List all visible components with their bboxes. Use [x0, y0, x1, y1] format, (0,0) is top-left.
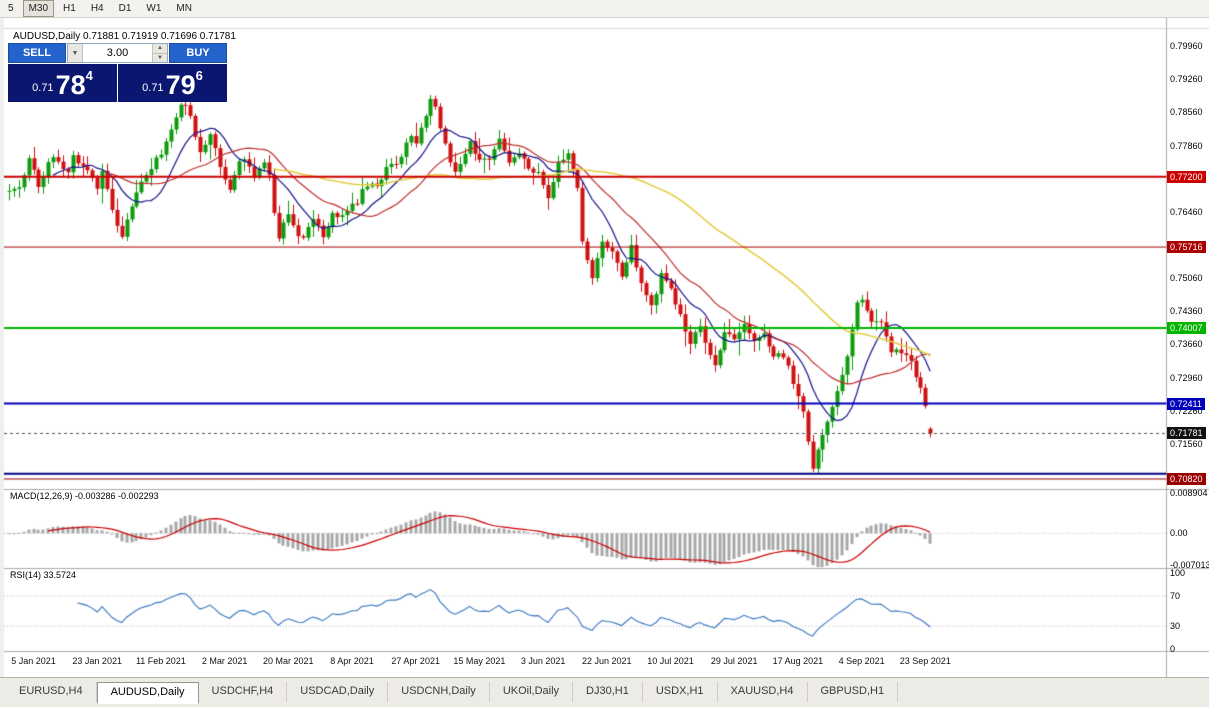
- price-axis-tick: 0.73660: [1170, 339, 1203, 350]
- sell-price-base: 0.71: [32, 82, 54, 94]
- timeframe-toolbar: 5 M30 H1 H4 D1 W1 MN: [0, 0, 1209, 18]
- tab-dj30-h1[interactable]: DJ30,H1: [573, 682, 643, 702]
- date-label: 4 Sep 2021: [838, 656, 885, 666]
- price-axis-tick: 0.71560: [1170, 438, 1203, 449]
- volume-up-button[interactable]: ▲: [153, 44, 167, 54]
- macd-axis-tick: 0.008904: [1170, 488, 1208, 498]
- tab-ukoil-daily[interactable]: UKOil,Daily: [490, 682, 574, 702]
- date-label: 5 Jan 2021: [11, 656, 56, 666]
- timeframe-w1[interactable]: W1: [146, 3, 162, 14]
- price-axis-tick: 0.79260: [1170, 74, 1203, 85]
- date-label: 2 Mar 2021: [201, 656, 248, 666]
- tab-usdx-h1[interactable]: USDX,H1: [643, 682, 718, 702]
- price-axis-tick: 0.77860: [1170, 140, 1203, 151]
- current-price-label: 0.71781: [1167, 427, 1206, 440]
- price-axis-tick: 0.79960: [1170, 41, 1203, 52]
- macd-axis-tick: 0.00: [1170, 528, 1188, 539]
- price-line-label: 0.77200: [1167, 170, 1206, 183]
- sell-button[interactable]: SELL: [8, 43, 66, 63]
- price-line-label: 0.70820: [1167, 472, 1206, 485]
- sell-price-pip: 4: [85, 68, 93, 83]
- timeframe-mn[interactable]: MN: [176, 3, 192, 14]
- tab-usdchf-h4[interactable]: USDCHF,H4: [199, 682, 288, 702]
- date-label: 23 Sep 2021: [899, 656, 951, 666]
- buy-price-base: 0.71: [142, 82, 164, 94]
- rsi-axis-tick: 100: [1170, 568, 1186, 578]
- chart-tabs: EURUSD,H4 AUDUSD,Daily USDCHF,H4 USDCAD,Dai…: [0, 677, 1209, 707]
- rsi-axis-tick: 0: [1170, 644, 1176, 654]
- volume-value[interactable]: 3.00: [106, 47, 129, 59]
- buy-price[interactable]: 0.71 79 6: [118, 64, 227, 102]
- rsi-label: RSI(14) 33.5724: [10, 570, 77, 580]
- date-label: 23 Jan 2021: [72, 656, 122, 666]
- price-line-label: 0.72411: [1167, 397, 1205, 410]
- price-axis-tick: 0.78560: [1170, 107, 1203, 118]
- sell-price-big: 78: [55, 70, 86, 100]
- tab-xauusd-h4[interactable]: XAUUSD,H4: [718, 682, 808, 702]
- buy-price-big: 79: [165, 70, 196, 100]
- date-label: 22 Jun 2021: [582, 656, 632, 666]
- date-label: 11 Feb 2021: [135, 656, 186, 666]
- volume-dropdown-icon[interactable]: ▼: [68, 44, 83, 62]
- buy-button[interactable]: BUY: [169, 43, 227, 63]
- price-line-label: 0.74007: [1167, 322, 1206, 335]
- volume-control[interactable]: ▼ 3.00 ▲ ▼: [67, 43, 168, 63]
- tab-audusd-daily[interactable]: AUDUSD,Daily: [96, 682, 199, 704]
- date-label: 29 Jul 2021: [710, 656, 758, 666]
- tab-gbpusd-h1[interactable]: GBPUSD,H1: [808, 682, 899, 702]
- date-label: 3 Jun 2021: [520, 656, 566, 666]
- price-axis-tick: 0.76460: [1170, 206, 1203, 217]
- date-label: 27 Apr 2021: [391, 656, 440, 666]
- timeframe-d1[interactable]: D1: [118, 3, 132, 14]
- rsi-axis-tick: 30: [1170, 621, 1181, 632]
- timeframe-h4[interactable]: H4: [90, 3, 104, 14]
- tab-usdcnh-daily[interactable]: USDCNH,Daily: [388, 682, 490, 702]
- price-axis-tick: 0.75060: [1170, 273, 1203, 284]
- quote-line: AUDUSD,Daily 0.71881 0.71919 0.71696 0.7…: [13, 31, 236, 42]
- date-label: 15 May 2021: [453, 656, 506, 666]
- date-label: 8 Apr 2021: [330, 656, 374, 666]
- tab-eurusd-h4[interactable]: EURUSD,H4: [6, 682, 97, 702]
- date-label: 20 Mar 2021: [263, 656, 314, 666]
- rsi-axis-tick: 70: [1170, 590, 1181, 601]
- volume-down-button[interactable]: ▼: [153, 53, 167, 62]
- macd-axis-tick: -0.007013: [1170, 560, 1209, 570]
- buy-price-pip: 6: [195, 68, 203, 83]
- timeframe-h1[interactable]: H1: [63, 3, 76, 14]
- timeframe-m30[interactable]: M30: [22, 0, 55, 17]
- sell-price[interactable]: 0.71 78 4: [8, 64, 117, 102]
- one-click-trade-panel: SELL ▼ 3.00 ▲ ▼ BUY 0.71 78 4 0.71 79 6: [8, 43, 227, 102]
- macd-label: MACD(12,26,9) -0.003286 -0.002293: [10, 491, 159, 501]
- timeframe-5[interactable]: 5: [8, 3, 14, 14]
- price-axis-tick: 0.72260: [1170, 405, 1203, 416]
- date-label: 10 Jul 2021: [647, 656, 694, 666]
- price-axis-tick: 0.74360: [1170, 306, 1203, 317]
- date-label: 17 Aug 2021: [772, 656, 824, 666]
- price-axis-tick: 0.72960: [1170, 372, 1203, 383]
- tab-usdcad-daily[interactable]: USDCAD,Daily: [287, 682, 389, 702]
- price-line-label: 0.75716: [1167, 241, 1206, 254]
